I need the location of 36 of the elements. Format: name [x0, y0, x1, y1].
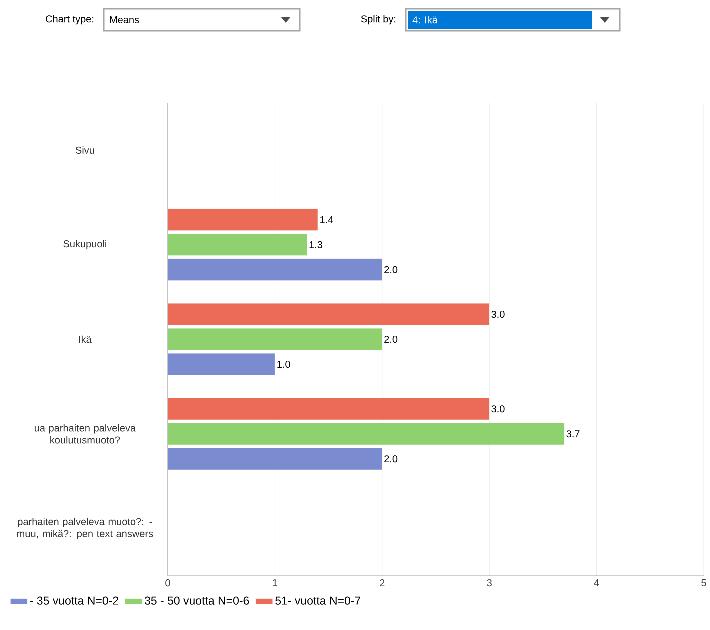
bar — [168, 328, 383, 351]
x-tick-label: 2 — [380, 580, 385, 587]
x-tick-label: 5 — [702, 580, 706, 587]
text: Chart type: — [46, 15, 94, 25]
y-tick-label: ua parhaiten palveleva koulutusmuoto? — [34, 424, 136, 444]
x-tick-label: 4 — [594, 580, 600, 586]
bar — [168, 353, 276, 376]
x-tick-label: 3 — [487, 580, 492, 587]
data-label: 3.0 — [492, 310, 505, 318]
data-label: 2.0 — [384, 456, 398, 463]
bar — [168, 422, 565, 446]
bar — [168, 398, 490, 420]
bar — [168, 448, 383, 470]
text: Split by: — [361, 15, 396, 25]
x-tick-label: 0 — [166, 580, 170, 587]
bar — [168, 234, 308, 256]
bar — [168, 208, 318, 232]
bar — [168, 258, 383, 282]
x-tick-label: 1 — [273, 580, 278, 586]
y-tick-label: Ikä — [79, 336, 92, 344]
text: Means — [110, 16, 140, 24]
data-label: 2.0 — [384, 336, 398, 344]
text: 4: Ikä — [412, 16, 438, 24]
data-label: 1.4 — [320, 216, 334, 224]
y-tick-label: Sivu — [76, 146, 94, 154]
data-label: 1.3 — [310, 241, 323, 248]
y-tick-label: parhaiten palveleva muoto?: - muu, mikä?: pen text answers — [17, 518, 154, 540]
y-tick-label: Sukupuoli — [64, 240, 106, 250]
data-label: 3.7 — [566, 430, 580, 438]
data-label: 3.0 — [492, 406, 505, 413]
data-label: 2.0 — [384, 266, 398, 274]
legend-label: - 35 vuotta N=0-2 — [30, 596, 118, 605]
data-label: 1.0 — [278, 360, 290, 368]
legend-label: 35 - 50 vuotta N=0-6 — [144, 596, 250, 605]
bar — [168, 303, 490, 326]
legend-label: 51- vuotta N=0-7 — [276, 596, 361, 605]
